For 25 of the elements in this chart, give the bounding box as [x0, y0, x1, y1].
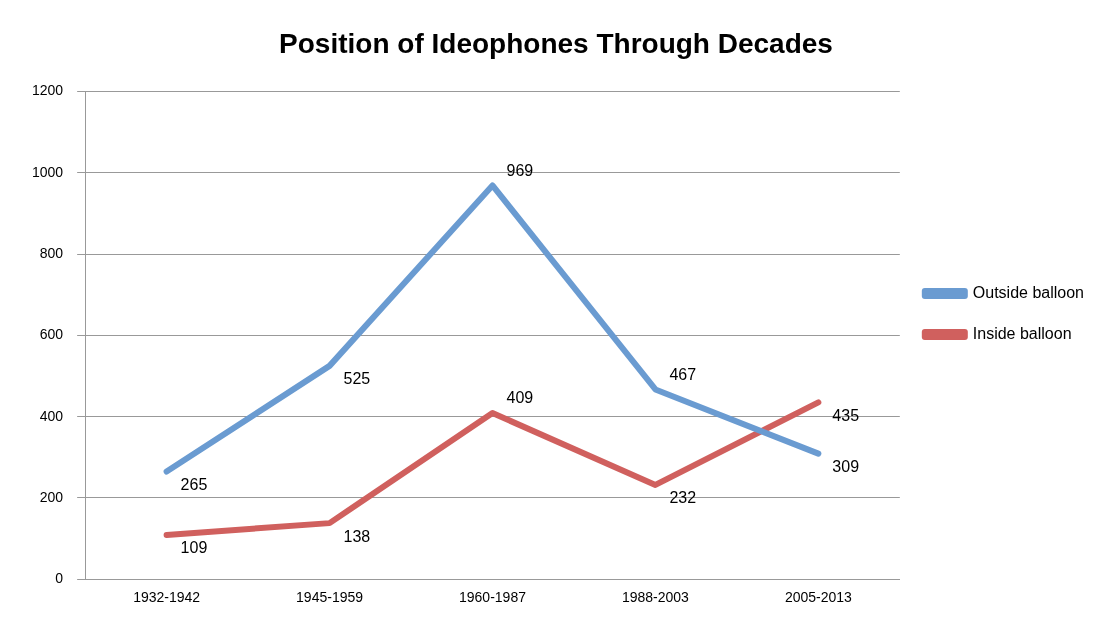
- x-tick-label: 1932-1942: [133, 589, 201, 606]
- data-label: 138: [343, 527, 371, 545]
- x-tick-label: 2005-2013: [784, 589, 853, 606]
- y-tick-label: 600: [39, 326, 64, 343]
- y-tick-label: 200: [39, 488, 64, 505]
- y-tick-label: 1000: [31, 163, 64, 180]
- data-label: 232: [669, 489, 697, 507]
- data-label: 265: [180, 475, 208, 493]
- y-tick-label: 400: [39, 407, 64, 424]
- y-tick-label: 800: [39, 244, 64, 261]
- x-tick-label: 1960-1987: [459, 589, 527, 606]
- legend-label: Outside balloon: [972, 283, 1084, 301]
- data-label: 109: [180, 539, 208, 557]
- data-label: 435: [832, 406, 860, 424]
- data-label: 467: [669, 365, 697, 383]
- legend-label: Inside balloon: [972, 324, 1072, 342]
- chart-title: Position of Ideophones Through Decades: [279, 27, 833, 59]
- y-tick-label: 1200: [31, 82, 64, 99]
- data-label: 969: [506, 161, 534, 179]
- data-label: 309: [832, 458, 860, 476]
- x-tick-label: 1988-2003: [621, 589, 690, 606]
- data-label: 525: [343, 370, 371, 388]
- y-tick-label: 0: [55, 570, 64, 587]
- x-tick-label: 1945-1959: [296, 589, 364, 606]
- data-label: 409: [506, 389, 534, 407]
